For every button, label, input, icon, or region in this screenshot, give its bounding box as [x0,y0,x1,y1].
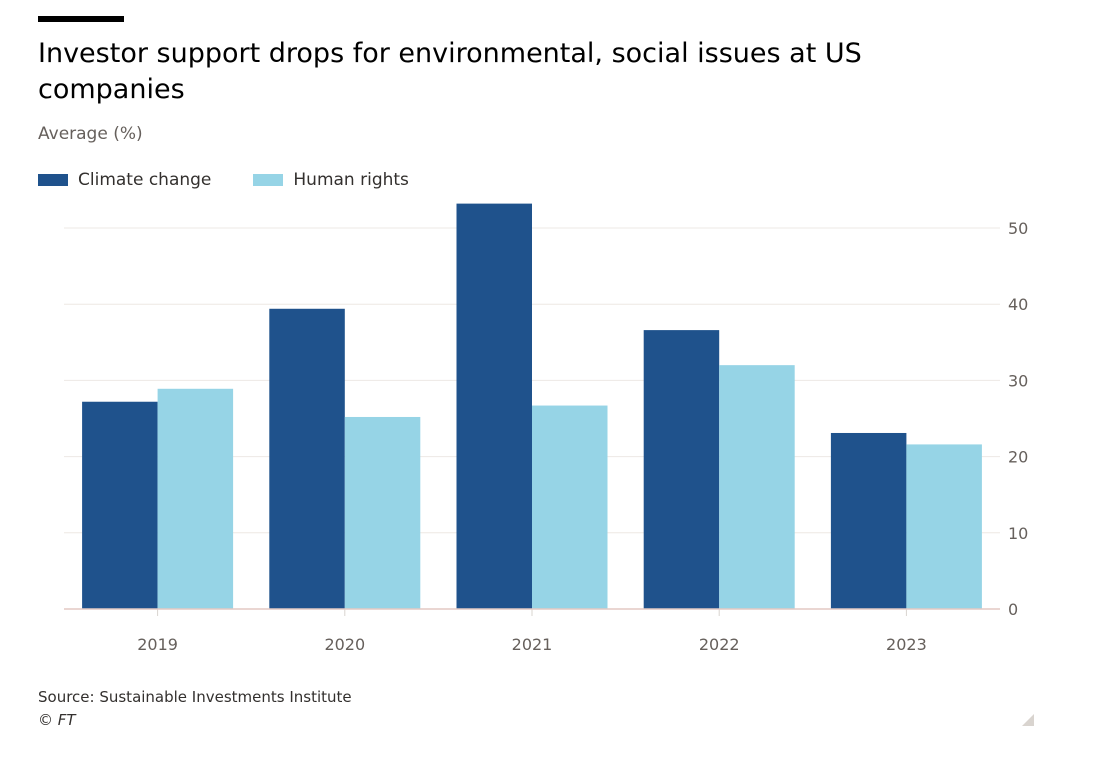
y-tick-label: 20 [1008,448,1028,467]
header-rule [38,16,124,22]
bar-human-rights [532,405,608,609]
x-tick-label: 2020 [324,635,365,654]
chart-legend: Climate change Human rights [38,169,451,191]
legend-swatch-climate-change [38,174,68,186]
bar-human-rights [719,365,795,609]
x-tick-label: 2021 [512,635,553,654]
legend-label-climate-change: Climate change [78,170,212,190]
y-tick-label: 10 [1008,524,1028,543]
copyright-note: © FT [38,711,76,729]
chart-title: Investor support drops for environmental… [38,38,862,105]
bar-human-rights [157,388,234,609]
x-tick-label: 2019 [137,635,178,654]
legend-item-climate-change: Climate change [38,170,211,190]
bar-climate-change [269,308,345,609]
bar-climate-change [82,401,158,609]
chart-subtitle: Average (%) [38,124,143,144]
y-tick-label: 30 [1008,371,1028,390]
source-note: Source: Sustainable Investments Institut… [38,688,352,706]
y-tick-label: 50 [1008,219,1028,238]
x-tick-label: 2022 [699,635,740,654]
y-tick-label: 40 [1008,295,1028,314]
bar-climate-change [643,330,720,609]
legend-item-human-rights: Human rights [253,170,409,190]
bar-human-rights [344,416,421,609]
x-tick-label: 2023 [886,635,927,654]
legend-label-human-rights: Human rights [293,170,409,190]
legend-swatch-human-rights [253,174,284,186]
y-tick-label: 0 [1008,600,1018,619]
resize-corner-icon [1022,714,1034,726]
bar-climate-change [456,203,532,609]
bar-climate-change [830,432,907,609]
bar-human-rights [906,444,982,609]
